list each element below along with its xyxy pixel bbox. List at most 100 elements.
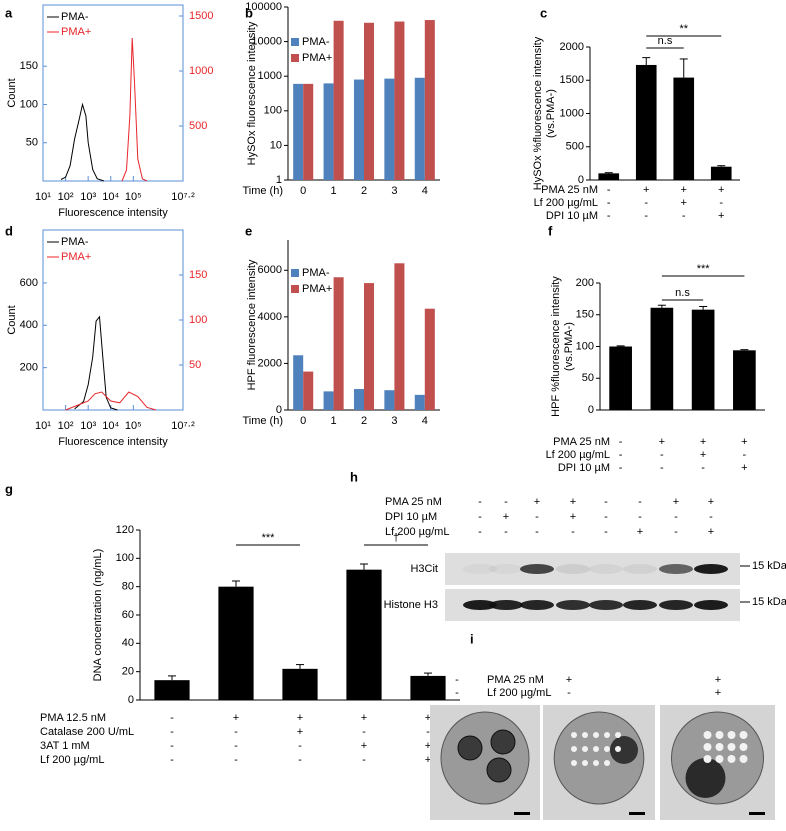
vacuole (604, 732, 610, 738)
panel-letter: h (350, 469, 358, 484)
y-tick-label: 10000 (251, 36, 282, 48)
bar (303, 83, 314, 180)
histogram-line (74, 315, 118, 411)
y-axis-label: Count (6, 305, 18, 334)
legend-label: PMA+ (302, 52, 332, 64)
x-tick-label: 10⁵ (125, 191, 142, 203)
y2-tick-label: 1500 (189, 10, 213, 22)
scale-bar (629, 812, 645, 815)
vacuole (715, 755, 724, 763)
condition-label: 3AT 1 mM (40, 740, 90, 752)
condition-symbol: - (674, 511, 678, 523)
condition-symbol: + (681, 184, 687, 196)
bar (333, 20, 344, 181)
y-tick-label: 100 (264, 105, 282, 117)
condition-symbol: - (170, 740, 174, 752)
condition-symbol: + (570, 496, 576, 508)
blot-band (623, 564, 657, 574)
y-axis-label: Count (6, 78, 18, 107)
band-label: H3Cit (410, 563, 438, 575)
condition-symbol: + (297, 712, 303, 724)
condition-symbol: - (719, 197, 723, 209)
x-axis-label: Fluorescence intensity (58, 436, 168, 448)
y-tick-label: 1500 (560, 74, 584, 86)
x-tick-label: 2 (361, 185, 367, 197)
condition-symbol: + (681, 197, 687, 209)
y-tick-label: 1000 (560, 107, 584, 119)
y-tick-label: 500 (566, 141, 584, 153)
condition-symbol: + (643, 184, 649, 196)
condition-symbol: - (743, 449, 747, 461)
condition-symbol: - (455, 674, 459, 686)
condition-symbol: - (234, 754, 238, 766)
blot-band (463, 564, 497, 574)
condition-symbol: - (660, 462, 664, 474)
condition-symbol: - (604, 511, 608, 523)
blot-band (489, 564, 523, 574)
bar (384, 78, 395, 180)
y-tick-label: 200 (20, 362, 38, 374)
legend-label: PMA- (302, 36, 330, 48)
legend-label: PMA+ (61, 251, 91, 263)
vacuole (727, 743, 736, 751)
condition-label: Lf 200 µg/mL (546, 449, 610, 461)
condition-symbol: + (708, 526, 714, 538)
y2-tick-label: 500 (189, 120, 207, 132)
condition-symbol: - (298, 754, 302, 766)
x-tick-label: 10⁴ (102, 420, 119, 432)
bar (598, 173, 620, 180)
condition-symbol: + (700, 449, 706, 461)
condition-symbol: - (619, 449, 623, 461)
y-tick-label: 1000 (258, 70, 282, 82)
condition-symbol: - (298, 740, 302, 752)
vacuole (739, 731, 748, 739)
nucleus (486, 757, 512, 783)
bar (710, 166, 732, 180)
x-tick-label: 4 (422, 185, 428, 197)
condition-symbol: - (607, 210, 611, 222)
legend-label: PMA+ (61, 26, 91, 38)
blot-band (659, 564, 693, 574)
condition-label: DPI 10 µM (385, 511, 437, 523)
y-tick-label: 50 (26, 137, 38, 149)
significance-label: n.s (658, 35, 673, 47)
vacuole (593, 732, 599, 738)
condition-symbol: - (170, 754, 174, 766)
condition-symbol: + (361, 740, 367, 752)
y-tick-label: 4000 (258, 311, 282, 323)
panel-letter: b (245, 5, 253, 20)
condition-symbol: - (607, 184, 611, 196)
y-tick-label: 0 (128, 694, 134, 706)
condition-symbol: - (674, 526, 678, 538)
condition-symbol: + (659, 436, 665, 448)
condition-symbol: + (718, 184, 724, 196)
nucleus (490, 729, 516, 755)
condition-symbol: + (297, 726, 303, 738)
significance-label: *** (697, 263, 711, 275)
condition-symbol: - (362, 754, 366, 766)
condition-label: PMA 25 nM (487, 674, 544, 686)
y-tick-label: 600 (20, 277, 38, 289)
condition-symbol: - (535, 526, 539, 538)
bar (733, 350, 756, 410)
condition-symbol: + (700, 436, 706, 448)
bar (333, 277, 344, 410)
y-tick-label: 400 (20, 319, 38, 331)
x-tick-label: 0 (300, 185, 306, 197)
bar (650, 307, 674, 410)
condition-symbol: - (571, 526, 575, 538)
bar (346, 569, 382, 700)
condition-symbol: - (709, 511, 713, 523)
x-tick-label: 3 (391, 415, 397, 427)
vacuole (727, 755, 736, 763)
condition-symbol: - (170, 726, 174, 738)
histogram-line (65, 391, 157, 411)
condition-symbol: - (478, 526, 482, 538)
band-label: Histone H3 (384, 599, 438, 611)
x-tick-label: 4 (422, 415, 428, 427)
x-tick-label: 10³ (80, 420, 96, 432)
blot-band (659, 600, 693, 610)
condition-symbol: + (425, 754, 431, 766)
x-tick-label: 10¹ (35, 191, 51, 203)
